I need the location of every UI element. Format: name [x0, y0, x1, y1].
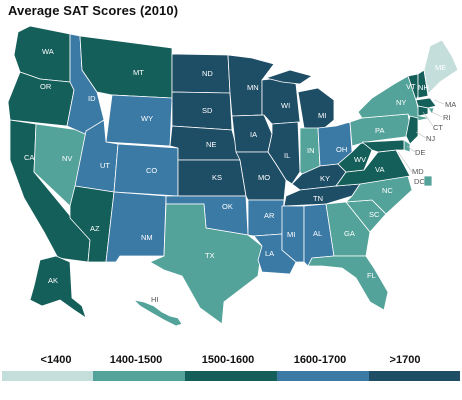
state-nd[interactable] [171, 53, 231, 94]
state-label-ms: MI [287, 230, 295, 239]
state-label-fl: FL [367, 271, 376, 280]
state-label-md: MD [412, 167, 424, 176]
state-ga[interactable] [325, 201, 371, 257]
state-label-mi: MI [318, 111, 326, 120]
state-label-mo: MO [258, 173, 270, 182]
state-label-nj: NJ [426, 134, 435, 143]
legend-swatch-1500-1600 [185, 371, 277, 381]
state-label-va: VA [375, 165, 384, 174]
state-label-la: LA [265, 249, 274, 258]
state-label-nh: NH [418, 83, 429, 92]
state-label-az: AZ [90, 224, 100, 233]
state-label-sd: SD [202, 106, 213, 115]
state-va[interactable] [335, 149, 411, 187]
state-label-vt: VT [406, 82, 416, 91]
legend-swatch-1400-1500 [93, 371, 185, 381]
legend-swatch-gt1700 [369, 371, 460, 381]
state-fl[interactable] [307, 255, 389, 311]
state-label-wi: WI [281, 101, 290, 110]
legend-label-gt1700: >1700 [389, 354, 421, 366]
state-label-sc: SC [369, 210, 380, 219]
state-label-ri: RI [443, 113, 451, 122]
state-label-ar: AR [264, 211, 275, 220]
state-label-oh: OH [336, 145, 347, 154]
state-label-il: IL [284, 151, 290, 160]
legend-label-lt1400: <1400 [40, 354, 72, 366]
state-label-de: DE [415, 148, 425, 157]
state-labels: WA OR CA NV ID MT WY UT AZ CO NM ND SD N… [24, 47, 456, 304]
state-ri[interactable] [427, 107, 435, 115]
state-tx[interactable] [149, 203, 263, 325]
states-layer [7, 25, 459, 327]
state-label-ca: CA [24, 153, 34, 162]
state-label-ny: NY [396, 98, 406, 107]
state-hi[interactable] [133, 299, 183, 327]
state-label-mn: MN [247, 83, 259, 92]
state-label-wy: WY [141, 114, 153, 123]
state-label-ok: OK [222, 202, 233, 211]
state-me[interactable] [423, 39, 459, 95]
state-label-ma: MA [445, 100, 456, 109]
label-leaders [397, 99, 445, 173]
state-md[interactable] [361, 139, 405, 153]
state-label-ga: GA [344, 229, 355, 238]
state-label-co: CO [146, 166, 157, 175]
state-label-ut: UT [100, 161, 110, 170]
state-ms[interactable] [281, 205, 305, 263]
us-choropleth-map: WA OR CA NV ID MT WY UT AZ CO NM ND SD N… [7, 25, 459, 327]
state-ne[interactable] [169, 125, 241, 161]
state-label-or: OR [40, 82, 52, 91]
state-dc[interactable] [423, 175, 433, 187]
legend: <1400 1400-1500 1500-1600 1600-1700 >170… [0, 348, 462, 388]
legend-swatch-1600-1700 [277, 371, 369, 381]
state-nm[interactable] [105, 191, 167, 263]
state-ak[interactable] [29, 255, 87, 319]
state-label-id: ID [88, 94, 96, 103]
legend-swatch-lt1400 [2, 371, 93, 381]
state-label-hi: HI [151, 295, 159, 304]
state-label-al: AL [313, 229, 322, 238]
legend-label-1600-1700: 1600-1700 [293, 354, 347, 366]
state-wy[interactable] [105, 94, 173, 147]
state-label-in: IN [307, 146, 315, 155]
state-ma[interactable] [415, 97, 437, 109]
state-label-nd: ND [202, 69, 213, 78]
state-label-wv: WV [354, 155, 366, 164]
state-label-ks: KS [212, 173, 222, 182]
state-label-ia: IA [250, 130, 257, 139]
state-label-dc: DC [414, 177, 425, 186]
state-label-tx: TX [205, 251, 215, 260]
state-label-wa: WA [42, 47, 54, 56]
state-label-tn: TN [313, 194, 323, 203]
legend-label-1400-1500: 1400-1500 [109, 354, 163, 366]
state-label-nc: NC [382, 186, 393, 195]
state-label-me: ME [435, 63, 446, 72]
state-nh[interactable] [417, 69, 429, 99]
state-label-nm: NM [141, 233, 153, 242]
state-label-ky: KY [320, 174, 330, 183]
map-title: Average SAT Scores (2010) [8, 3, 179, 18]
legend-label-1500-1600: 1500-1600 [201, 354, 255, 366]
state-label-pa: PA [375, 126, 384, 135]
state-label-nv: NV [62, 154, 72, 163]
state-label-mt: MT [133, 68, 144, 77]
state-il[interactable] [267, 121, 301, 185]
state-nj[interactable] [405, 115, 419, 145]
state-ct[interactable] [417, 105, 429, 117]
state-label-ak: AK [48, 276, 58, 285]
state-label-ct: CT [433, 123, 443, 132]
state-label-ne: NE [206, 140, 216, 149]
